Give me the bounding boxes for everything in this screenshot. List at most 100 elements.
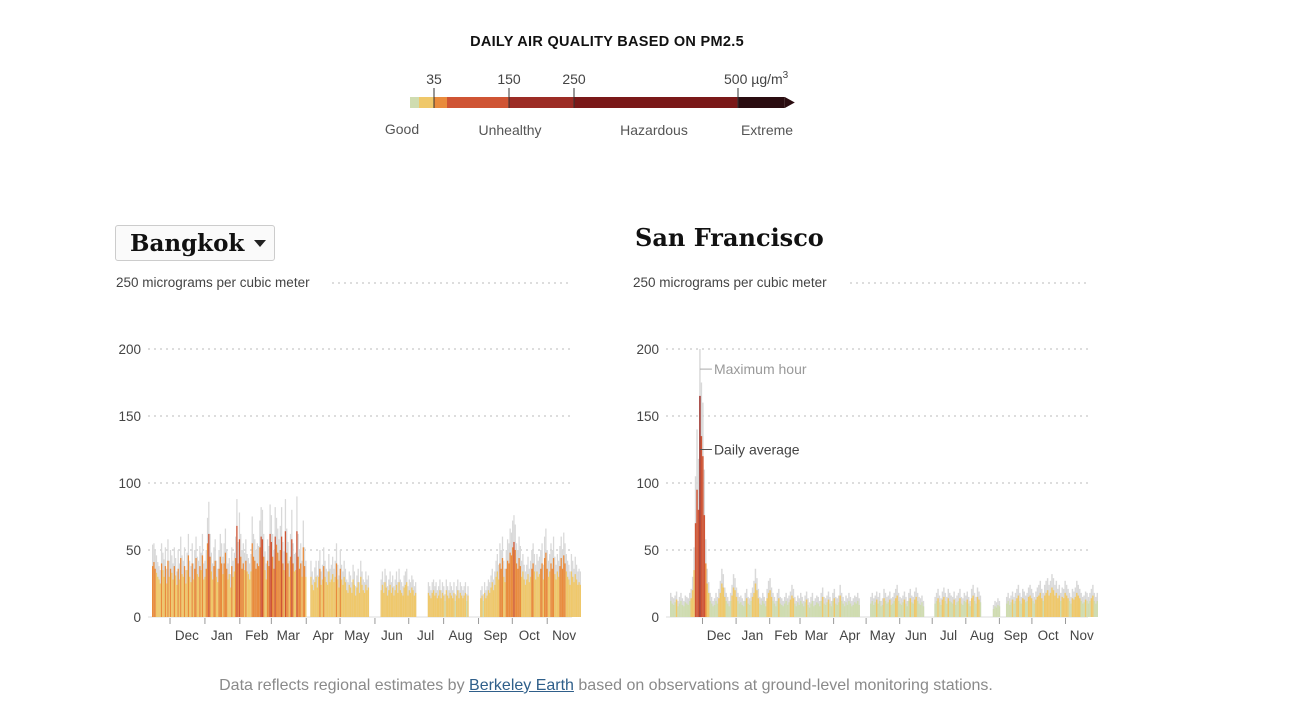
- x-tick-label: May: [344, 628, 370, 643]
- daily-average-bar: [342, 584, 344, 617]
- daily-average-bar: [436, 598, 438, 617]
- daily-average-bar: [328, 571, 330, 617]
- daily-average-bar: [797, 602, 799, 617]
- daily-average-bar: [1036, 596, 1039, 617]
- daily-average-bar: [1016, 598, 1018, 617]
- legend-title: DAILY AIR QUALITY BASED ON PM2.5: [470, 34, 744, 50]
- daily-average-bar: [1084, 599, 1087, 617]
- daily-average-bar: [1086, 600, 1088, 617]
- daily-average-bar: [381, 584, 384, 617]
- daily-average-bar: [835, 603, 837, 617]
- daily-average-bar: [510, 555, 513, 617]
- daily-average-bar: [415, 592, 417, 617]
- legend-segment: [574, 97, 738, 108]
- daily-average-bar: [566, 576, 569, 617]
- daily-average-bar: [997, 604, 999, 617]
- daily-average-bar: [168, 576, 170, 617]
- daily-average-bar: [745, 598, 748, 617]
- daily-average-bar: [677, 606, 679, 617]
- daily-average-bar: [574, 574, 576, 617]
- annotation-label: Daily average: [714, 442, 800, 458]
- x-tick-label: Jul: [940, 628, 957, 643]
- daily-average-bar: [443, 595, 445, 617]
- daily-average-bar: [877, 603, 879, 617]
- daily-average-bar: [329, 582, 331, 617]
- daily-average-bar: [1007, 600, 1009, 617]
- legend-segment: [509, 97, 574, 108]
- daily-average-bar: [245, 560, 247, 617]
- daily-average-bar: [218, 568, 220, 617]
- daily-average-bar: [500, 568, 502, 617]
- x-tick-label: Jun: [381, 628, 403, 643]
- daily-average-bar: [529, 576, 532, 617]
- daily-average-bar: [266, 560, 269, 617]
- daily-average-bar: [483, 592, 486, 617]
- legend-tick-label: 500 µg/m3: [724, 70, 789, 87]
- daily-average-bar: [154, 568, 156, 617]
- daily-average-bar: [1005, 603, 1008, 617]
- daily-average-bar: [976, 596, 979, 617]
- daily-average-bar: [486, 595, 488, 617]
- daily-average-bar: [186, 570, 188, 617]
- y-axis-label: 250 micrograms per cubic meter: [633, 275, 827, 290]
- daily-average-bar: [561, 568, 564, 617]
- daily-average-bar: [951, 603, 954, 617]
- daily-average-bar: [191, 563, 193, 617]
- daily-average-bar: [786, 604, 789, 617]
- daily-average-bar: [367, 587, 370, 617]
- daily-average-bar: [821, 596, 824, 617]
- daily-average-bar: [1083, 602, 1085, 617]
- daily-average-bar: [1011, 599, 1014, 617]
- x-tick-label: May: [870, 628, 896, 643]
- daily-average-bar: [546, 568, 548, 617]
- daily-average-bar: [573, 582, 575, 617]
- daily-average-bar: [514, 550, 516, 617]
- daily-average-bar: [735, 596, 738, 617]
- daily-average-bar: [845, 602, 847, 617]
- daily-average-bar: [839, 595, 841, 617]
- daily-average-bar: [434, 595, 436, 617]
- daily-average-bar: [273, 568, 275, 617]
- daily-average-bar: [278, 560, 280, 617]
- daily-average-bar: [485, 598, 487, 617]
- berkeley-earth-link[interactable]: Berkeley Earth: [469, 677, 574, 694]
- daily-average-bar: [1054, 595, 1056, 617]
- daily-average-bar: [203, 579, 205, 617]
- daily-average-bar: [392, 587, 394, 617]
- daily-average-bar: [770, 596, 773, 617]
- daily-average-bar: [412, 590, 414, 617]
- daily-average-bar: [902, 602, 904, 617]
- daily-average-bar: [817, 603, 819, 617]
- daily-average-bar: [319, 568, 321, 617]
- daily-average-bar: [335, 563, 338, 617]
- daily-average-bar: [535, 579, 537, 617]
- daily-average-bar: [526, 579, 528, 617]
- daily-average-bar: [779, 603, 782, 617]
- daily-average-bar: [312, 590, 315, 617]
- daily-average-bar: [1043, 595, 1046, 617]
- daily-average-bar: [696, 489, 698, 617]
- x-tick-label: Feb: [245, 628, 268, 643]
- daily-average-bar: [820, 600, 822, 617]
- daily-average-bar: [1073, 599, 1075, 617]
- daily-average-bar: [325, 582, 327, 617]
- daily-average-bar: [363, 592, 366, 617]
- daily-average-bar: [268, 566, 270, 617]
- daily-average-bar: [385, 587, 387, 617]
- daily-average-bar: [724, 596, 726, 617]
- daily-average-bar: [249, 579, 251, 617]
- city-dropdown[interactable]: Bangkok: [115, 225, 275, 261]
- daily-average-bar: [1032, 600, 1034, 617]
- daily-average-bar: [694, 523, 697, 617]
- daily-average-bar: [270, 541, 273, 617]
- daily-average-bar: [512, 547, 514, 617]
- daily-average-bar: [754, 583, 757, 617]
- daily-average-bar: [520, 576, 523, 617]
- daily-average-bar: [449, 592, 451, 617]
- daily-average-bar: [213, 566, 215, 617]
- daily-average-bar: [757, 598, 760, 617]
- daily-average-bar: [540, 568, 542, 617]
- daily-average-bar: [389, 584, 391, 617]
- daily-average-bar: [163, 576, 165, 617]
- daily-average-bar: [487, 590, 490, 617]
